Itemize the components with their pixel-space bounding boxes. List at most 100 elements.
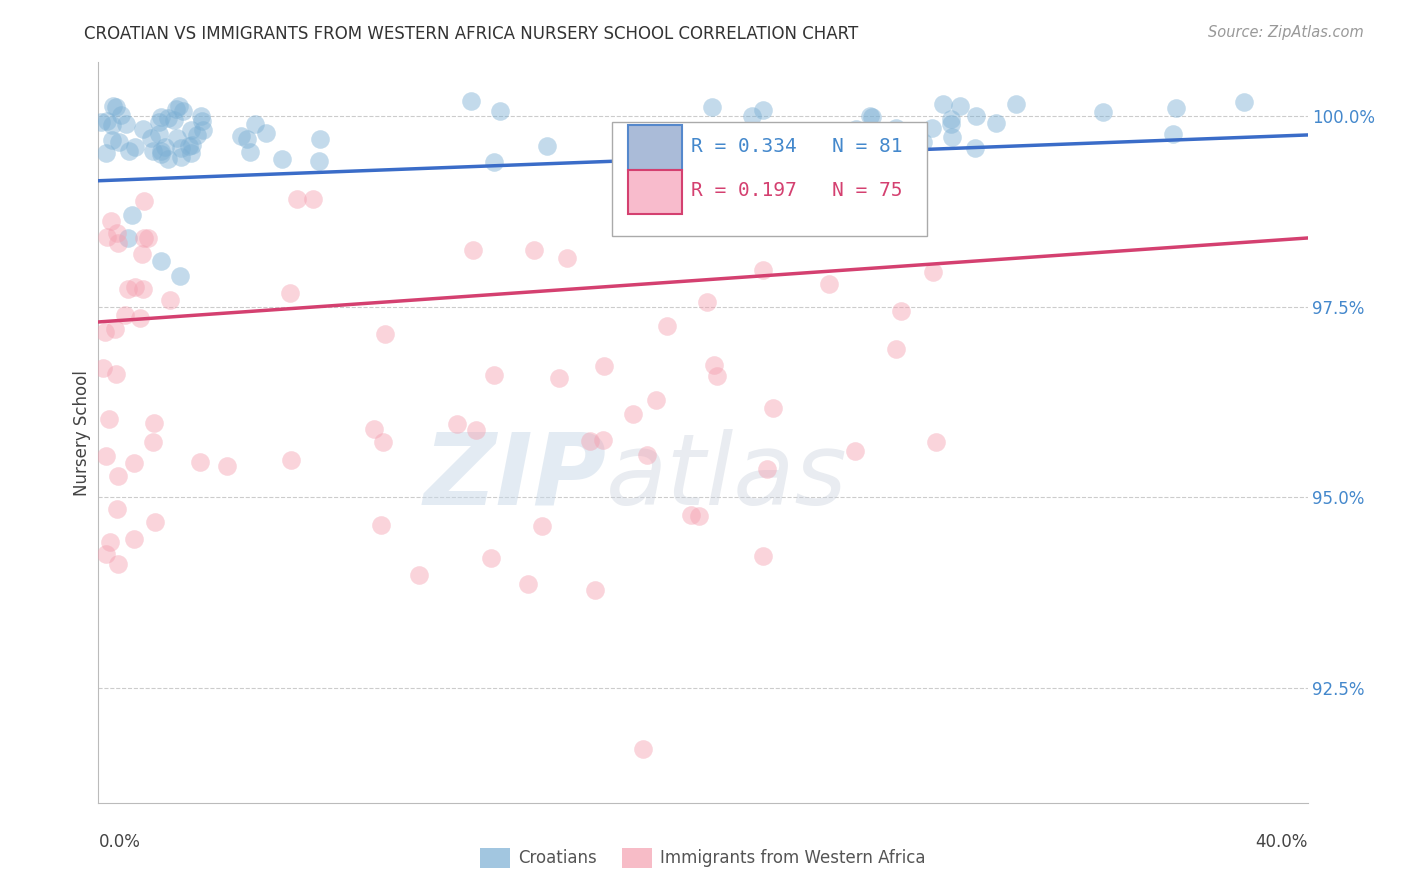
Point [465, 423, 488, 437]
Y-axis label: Nursery School: Nursery School [73, 369, 91, 496]
Point [148, 114, 170, 128]
Point [132, 121, 155, 136]
Point [97, 411, 120, 425]
Point [921, 120, 943, 135]
Point [446, 417, 468, 431]
Point [165, 102, 187, 116]
Point [105, 226, 128, 240]
Point [1161, 127, 1184, 141]
Point [243, 117, 266, 131]
Point [479, 551, 502, 566]
Point [153, 140, 176, 154]
Point [157, 112, 180, 126]
Point [122, 532, 145, 546]
Point [530, 519, 553, 533]
Point [132, 231, 155, 245]
Point [285, 192, 308, 206]
Point [254, 126, 277, 140]
Point [370, 518, 392, 533]
Legend: Croatians, Immigrants from Western Africa: Croatians, Immigrants from Western Afric… [474, 841, 932, 875]
Point [117, 282, 139, 296]
Point [890, 304, 912, 318]
Point [114, 118, 136, 132]
Point [965, 109, 987, 123]
Point [488, 103, 510, 118]
Point [186, 128, 208, 143]
Point [752, 103, 775, 117]
Text: Source: ZipAtlas.com: Source: ZipAtlas.com [1208, 25, 1364, 40]
Point [752, 262, 775, 277]
Point [752, 549, 775, 563]
Point [984, 116, 1007, 130]
Point [180, 122, 202, 136]
Point [215, 459, 238, 474]
Point [859, 109, 882, 123]
Point [884, 121, 907, 136]
Point [648, 170, 671, 185]
Point [172, 103, 194, 118]
Text: 40.0%: 40.0% [1256, 833, 1308, 851]
Point [107, 502, 129, 516]
Point [179, 139, 201, 153]
Point [860, 110, 883, 124]
Point [229, 128, 252, 143]
Point [107, 557, 129, 571]
Point [941, 129, 963, 144]
Point [631, 742, 654, 756]
Point [696, 295, 718, 310]
Point [139, 131, 162, 145]
Point [688, 508, 710, 523]
Point [579, 434, 602, 448]
Point [131, 282, 153, 296]
Point [706, 368, 728, 383]
Point [107, 235, 129, 250]
Point [98, 535, 121, 549]
Point [170, 141, 193, 155]
Point [104, 100, 127, 114]
Point [150, 110, 173, 124]
Point [1233, 95, 1256, 109]
Point [636, 448, 658, 462]
Point [136, 231, 159, 245]
Point [703, 358, 725, 372]
Point [308, 153, 330, 168]
Point [101, 133, 124, 147]
Point [762, 401, 785, 415]
Point [941, 112, 963, 126]
Point [1005, 97, 1028, 112]
Point [1164, 102, 1187, 116]
Point [460, 95, 482, 109]
Point [592, 433, 614, 447]
Point [103, 322, 125, 336]
Point [536, 138, 558, 153]
Point [105, 367, 128, 381]
Point [925, 435, 948, 450]
Point [100, 214, 122, 228]
Point [363, 422, 385, 436]
Text: R = 0.197   N = 75: R = 0.197 N = 75 [690, 181, 903, 200]
FancyBboxPatch shape [628, 169, 682, 214]
Point [845, 122, 868, 136]
Point [128, 310, 150, 325]
FancyBboxPatch shape [613, 121, 927, 236]
Text: ZIP: ZIP [423, 428, 606, 525]
Point [1092, 104, 1115, 119]
Point [96, 230, 118, 244]
Point [163, 113, 186, 128]
Point [124, 456, 146, 470]
Point [156, 153, 179, 167]
Point [107, 468, 129, 483]
Point [278, 286, 301, 301]
Point [884, 342, 907, 356]
Point [921, 265, 943, 279]
Text: 0.0%: 0.0% [98, 833, 141, 851]
Point [482, 368, 505, 382]
Point [665, 144, 688, 158]
Point [270, 153, 292, 167]
Point [844, 443, 866, 458]
Point [949, 99, 972, 113]
Point [236, 131, 259, 145]
Point [166, 130, 188, 145]
Point [108, 135, 131, 149]
Text: atlas: atlas [606, 428, 848, 525]
